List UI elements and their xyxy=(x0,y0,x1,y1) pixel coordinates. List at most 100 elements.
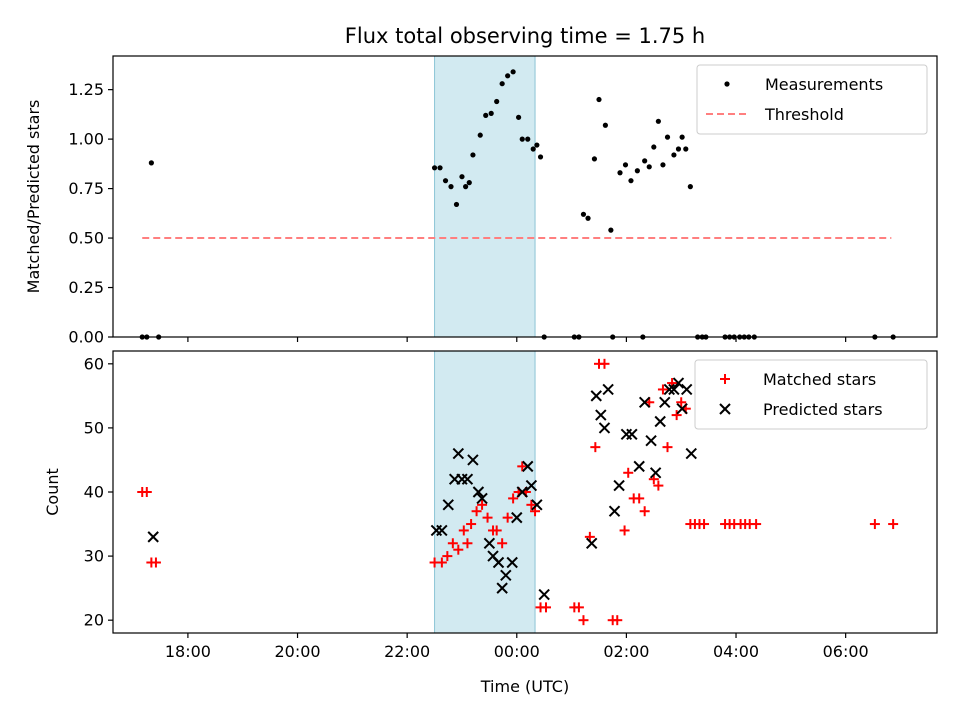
matched-star-point xyxy=(619,525,630,536)
matched-star-point xyxy=(869,519,880,530)
predicted-star-point xyxy=(598,422,611,434)
matched-star-point xyxy=(508,493,519,504)
measurement-point xyxy=(459,174,465,180)
predicted-star-point xyxy=(654,415,666,428)
y-tick-label: 60 xyxy=(84,354,104,373)
measurement-point xyxy=(651,144,657,150)
top-axes-frame xyxy=(112,55,938,338)
top-panel: 0.00 0.25 0.50 0.75 1.00 1.25 Matched/Predict… xyxy=(24,55,938,347)
matched-star-point xyxy=(676,397,687,408)
predicted-star-point xyxy=(668,383,680,396)
x-tick-label: 22:00 xyxy=(384,642,430,661)
matched-star-point xyxy=(150,557,161,568)
y-tick-label: 40 xyxy=(84,483,104,502)
predicted-star-point xyxy=(506,556,518,569)
matched-star-point xyxy=(541,602,552,613)
predicted-star-point xyxy=(633,460,645,473)
top-legend-box xyxy=(696,64,928,135)
predicted-star-point xyxy=(511,511,523,524)
measurement-point xyxy=(516,114,522,120)
measurement-point xyxy=(617,170,623,176)
predicted-star-point xyxy=(467,454,479,466)
matched-star-point xyxy=(491,525,502,536)
matched-star-point xyxy=(141,487,152,497)
y-tick-label: 0.00 xyxy=(68,328,104,347)
measurement-point xyxy=(483,112,489,118)
predicted-star-point xyxy=(496,582,508,594)
predicted-star-point xyxy=(602,383,614,396)
predicted-star-point xyxy=(595,409,607,421)
y-tick-label: 50 xyxy=(84,418,104,437)
measurement-point xyxy=(585,215,591,221)
measurement-point xyxy=(466,180,472,186)
measurement-point xyxy=(675,146,682,152)
y-tick-label: 0.50 xyxy=(68,229,104,248)
measurement-point xyxy=(505,73,511,79)
matched-star-point xyxy=(482,512,493,523)
measurement-point xyxy=(431,165,438,171)
matched-star-point xyxy=(590,442,601,453)
predicted-star-point xyxy=(663,383,676,396)
x-tick-label: 18:00 xyxy=(165,642,211,661)
measurement-point xyxy=(525,136,531,142)
legend-threshold-label: Threshold xyxy=(764,105,844,124)
x-tick-label: 04:00 xyxy=(713,642,759,661)
matched-star-point xyxy=(888,519,899,530)
predicted-star-point xyxy=(476,492,488,505)
measurement-point xyxy=(591,156,598,162)
matched-star-point xyxy=(623,467,634,478)
predicted-star-point xyxy=(483,537,496,549)
predicted-star-point xyxy=(492,556,505,569)
measurement-point xyxy=(646,164,652,170)
predicted-star-point xyxy=(645,435,657,447)
measurement-point xyxy=(437,165,443,171)
predicted-star-point xyxy=(442,499,454,511)
matched-star-point xyxy=(471,506,482,517)
legend-predicted-label: Predicted stars xyxy=(763,400,883,419)
y-tick-label: 30 xyxy=(84,547,104,566)
y-tick-label: 20 xyxy=(84,611,104,630)
matched-star-point xyxy=(497,538,508,549)
measurement-point xyxy=(448,184,454,190)
measurement-point xyxy=(602,122,608,128)
measurement-point xyxy=(679,134,685,140)
matched-star-point xyxy=(751,519,762,530)
measurement-point xyxy=(477,132,483,138)
top-y-axis-label: Matched/Predicted stars xyxy=(24,100,43,294)
measurement-point xyxy=(453,201,460,208)
predicted-star-point xyxy=(472,486,485,498)
measurement-point xyxy=(596,96,602,103)
matched-star-point xyxy=(462,538,473,549)
bottom-legend: Matched stars Predicted stars xyxy=(694,359,928,430)
matched-star-point xyxy=(578,615,589,626)
matched-star-point xyxy=(639,506,650,517)
matched-star-point xyxy=(671,410,682,421)
predicted-star-point xyxy=(649,467,662,479)
measurement-point xyxy=(488,110,494,116)
measurement-point xyxy=(655,118,661,124)
measurement-point xyxy=(628,178,634,184)
matched-star-point xyxy=(477,499,488,510)
matched-star-point xyxy=(653,480,664,491)
matched-star-point xyxy=(634,493,645,504)
measurement-point xyxy=(463,184,469,190)
measurement-point xyxy=(510,69,516,75)
predicted-star-point xyxy=(613,479,625,492)
measurement-point xyxy=(494,98,500,105)
legend-measurements-marker xyxy=(724,81,730,87)
matched-star-point xyxy=(442,551,453,562)
measurement-point xyxy=(537,154,544,160)
predicted-star-point xyxy=(685,447,697,460)
predicted-star-point xyxy=(680,383,693,396)
matched-star-point xyxy=(699,519,710,530)
top-legend: Measurements Threshold xyxy=(696,64,928,135)
y-tick-label: 1.00 xyxy=(68,130,104,149)
predicted-star-point xyxy=(461,473,474,485)
matched-star-point xyxy=(599,358,610,369)
chart-title: Flux total observing time = 1.75 h xyxy=(345,24,705,48)
measurement-point xyxy=(530,146,536,152)
legend-matched-label: Matched stars xyxy=(763,370,876,389)
matched-star-point xyxy=(612,615,623,626)
predicted-star-point xyxy=(672,377,685,389)
y-tick-label: 0.75 xyxy=(68,179,104,198)
